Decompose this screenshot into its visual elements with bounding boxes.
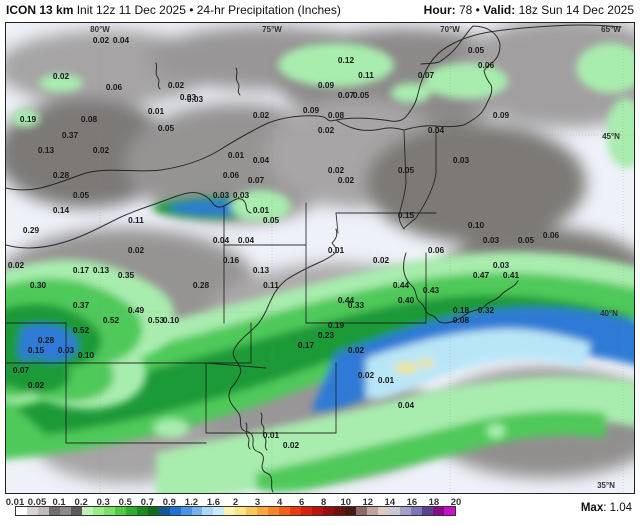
svg-text:0.01: 0.01 (263, 430, 280, 440)
svg-text:0.43: 0.43 (423, 285, 440, 295)
svg-text:0.19: 0.19 (20, 114, 37, 124)
svg-text:0.10: 0.10 (468, 220, 485, 230)
svg-text:0.12: 0.12 (338, 55, 355, 65)
svg-text:0.04: 0.04 (428, 125, 445, 135)
svg-text:0.08: 0.08 (81, 114, 98, 124)
svg-text:0.02: 0.02 (168, 80, 185, 90)
svg-text:0.32: 0.32 (478, 305, 495, 315)
svg-text:0.14: 0.14 (53, 205, 70, 215)
svg-text:0.06: 0.06 (428, 245, 445, 255)
svg-text:0.05: 0.05 (398, 165, 415, 175)
svg-text:0.13: 0.13 (93, 265, 110, 275)
svg-text:0.03: 0.03 (58, 345, 75, 355)
svg-text:0.28: 0.28 (38, 335, 55, 345)
svg-text:0.02: 0.02 (53, 71, 70, 81)
svg-text:0.03: 0.03 (187, 94, 204, 104)
svg-text:0.37: 0.37 (73, 300, 90, 310)
svg-text:0.04: 0.04 (238, 235, 255, 245)
svg-text:0.35: 0.35 (118, 270, 135, 280)
svg-text:0.02: 0.02 (93, 35, 110, 45)
svg-text:0.44: 0.44 (338, 295, 355, 305)
svg-text:0.05: 0.05 (468, 45, 485, 55)
svg-text:40°N: 40°N (600, 309, 618, 318)
svg-text:0.52: 0.52 (73, 325, 90, 335)
svg-text:0.40: 0.40 (398, 295, 415, 305)
svg-text:0.13: 0.13 (38, 145, 55, 155)
svg-text:0.06: 0.06 (106, 82, 123, 92)
svg-text:0.02: 0.02 (283, 440, 300, 450)
svg-text:0.02: 0.02 (358, 370, 375, 380)
svg-text:0.04: 0.04 (213, 235, 230, 245)
svg-text:0.05: 0.05 (158, 123, 175, 133)
svg-text:0.09: 0.09 (303, 105, 320, 115)
svg-text:0.01: 0.01 (378, 375, 395, 385)
svg-text:0.02: 0.02 (253, 110, 270, 120)
svg-text:0.11: 0.11 (128, 215, 144, 225)
svg-text:0.06: 0.06 (478, 60, 495, 70)
svg-text:0.02: 0.02 (348, 345, 365, 355)
svg-text:0.28: 0.28 (53, 170, 70, 180)
svg-text:0.03: 0.03 (453, 155, 470, 165)
svg-text:0.05: 0.05 (353, 90, 370, 100)
svg-text:0.17: 0.17 (298, 340, 315, 350)
svg-text:0.03: 0.03 (233, 190, 250, 200)
svg-text:0.09: 0.09 (493, 110, 510, 120)
svg-text:0.52: 0.52 (103, 315, 120, 325)
svg-text:0.01: 0.01 (253, 205, 270, 215)
svg-text:0.07: 0.07 (418, 70, 435, 80)
svg-text:0.03: 0.03 (213, 190, 230, 200)
svg-text:0.01: 0.01 (328, 245, 345, 255)
svg-text:70°W: 70°W (440, 25, 460, 34)
svg-text:0.01: 0.01 (228, 150, 245, 160)
svg-text:0.30: 0.30 (30, 280, 47, 290)
svg-text:0.06: 0.06 (543, 230, 560, 240)
svg-text:0.04: 0.04 (113, 35, 130, 45)
svg-text:0.28: 0.28 (193, 280, 210, 290)
svg-text:0.16: 0.16 (223, 255, 240, 265)
svg-text:45°N: 45°N (602, 132, 620, 141)
svg-text:0.03: 0.03 (493, 260, 510, 270)
svg-text:80°W: 80°W (90, 25, 110, 34)
svg-text:0.07: 0.07 (13, 365, 30, 375)
svg-text:0.06: 0.06 (223, 170, 240, 180)
svg-text:35°N: 35°N (597, 481, 615, 490)
svg-text:0.17: 0.17 (73, 265, 90, 275)
svg-text:0.11: 0.11 (263, 280, 279, 290)
svg-text:0.09: 0.09 (318, 80, 335, 90)
svg-text:0.13: 0.13 (253, 265, 270, 275)
svg-text:0.44: 0.44 (393, 280, 410, 290)
svg-text:0.23: 0.23 (318, 330, 335, 340)
svg-text:0.49: 0.49 (128, 305, 145, 315)
svg-text:0.05: 0.05 (73, 190, 90, 200)
svg-text:0.29: 0.29 (23, 225, 40, 235)
svg-text:0.18: 0.18 (453, 305, 470, 315)
svg-text:0.08: 0.08 (328, 110, 345, 120)
svg-text:0.08: 0.08 (453, 315, 470, 325)
svg-text:0.11: 0.11 (358, 70, 374, 80)
svg-text:0.19: 0.19 (328, 320, 345, 330)
svg-text:0.41: 0.41 (503, 270, 520, 280)
svg-text:0.37: 0.37 (62, 130, 79, 140)
svg-text:0.02: 0.02 (338, 175, 355, 185)
svg-text:0.01: 0.01 (148, 106, 165, 116)
svg-text:0.02: 0.02 (318, 125, 335, 135)
svg-text:0.05: 0.05 (518, 235, 535, 245)
svg-text:0.07: 0.07 (248, 175, 265, 185)
svg-text:0.47: 0.47 (473, 270, 490, 280)
svg-text:0.03: 0.03 (483, 235, 500, 245)
svg-text:0.02: 0.02 (373, 255, 390, 265)
svg-text:0.15: 0.15 (28, 345, 45, 355)
svg-text:0.15: 0.15 (398, 210, 415, 220)
svg-text:0.02: 0.02 (93, 145, 110, 155)
svg-text:75°W: 75°W (262, 25, 282, 34)
svg-text:0.04: 0.04 (398, 400, 415, 410)
svg-text:0.02: 0.02 (28, 380, 45, 390)
svg-text:0.05: 0.05 (263, 215, 280, 225)
svg-text:0.02: 0.02 (328, 165, 345, 175)
svg-text:0.10: 0.10 (78, 350, 95, 360)
svg-text:0.04: 0.04 (253, 155, 270, 165)
svg-text:0.10: 0.10 (163, 315, 180, 325)
svg-text:0.02: 0.02 (128, 245, 145, 255)
svg-text:0.02: 0.02 (8, 260, 25, 270)
